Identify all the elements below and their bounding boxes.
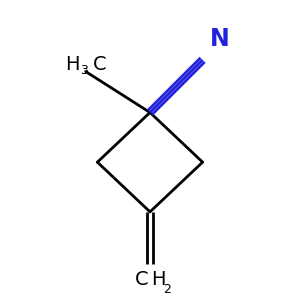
Text: 3: 3 xyxy=(80,64,88,76)
Text: N: N xyxy=(210,27,230,51)
Text: H: H xyxy=(151,270,165,289)
Text: H: H xyxy=(65,55,80,74)
Text: C: C xyxy=(135,270,148,289)
Text: 2: 2 xyxy=(163,284,171,296)
Text: C: C xyxy=(93,55,106,74)
